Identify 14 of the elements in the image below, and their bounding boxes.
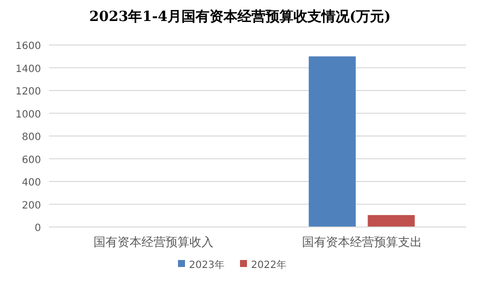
- y-tick-label: 1200: [16, 86, 41, 98]
- chart-title: 2023年1-4月国有资本经营预算收支情况(万元): [89, 9, 391, 25]
- y-tick-label: 800: [22, 132, 41, 143]
- y-tick-label: 400: [22, 178, 41, 188]
- x-tick-label: 国有资本经营预算支出: [302, 235, 422, 249]
- y-tick-label: 1400: [16, 64, 41, 75]
- y-tick-label: 0: [34, 223, 41, 234]
- y-tick-label: 1000: [16, 109, 41, 120]
- x-tick-label: 国有资本经营预算收入: [93, 235, 214, 249]
- y-tick-label: 1600: [16, 41, 41, 52]
- y-tick-label: 200: [22, 200, 41, 212]
- y-tick-label: 600: [22, 154, 41, 166]
- legend-label: 2022年: [251, 259, 286, 271]
- legend-label: 2023年: [189, 259, 224, 271]
